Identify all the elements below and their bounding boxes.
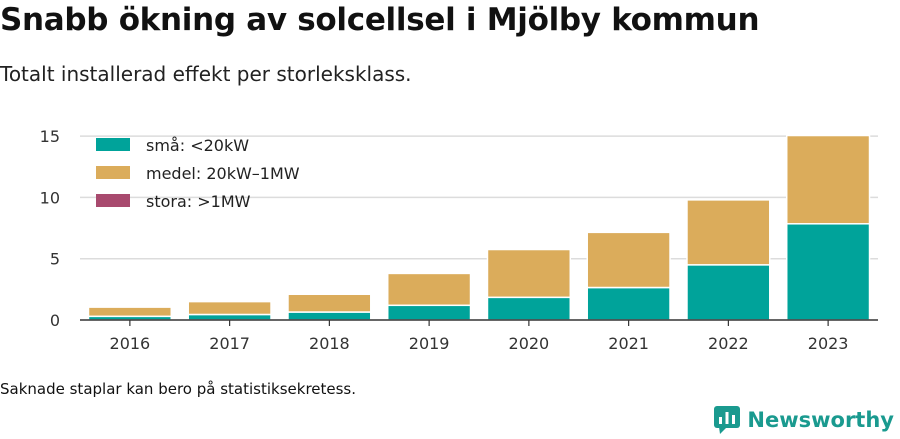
bar-segment-2020-series-1 [486, 248, 572, 299]
x-tick-label: 2017 [209, 334, 250, 353]
x-tick-label: 2023 [808, 334, 849, 353]
bar-segment-2021-series-0 [586, 286, 671, 321]
x-tick-label: 2016 [110, 334, 151, 353]
bar-chart-speech-bubble-icon [714, 406, 741, 434]
bar-segment-2019-series-1 [386, 272, 472, 307]
legend: små: <20kW medel: 20kW–1MW stora: >1MW [96, 136, 300, 211]
bar-segment-2022-series-0 [686, 264, 771, 321]
axes: 0 5 10 15 2016 2017 2018 2019 2020 2021 2022 2023 [40, 127, 878, 353]
bar-segment-2023-series-1 [785, 134, 871, 225]
x-tick-label: 2021 [608, 334, 649, 353]
legend-label: små: <20kW [146, 136, 249, 155]
x-tick-label: 2022 [708, 334, 749, 353]
legend-swatch [96, 194, 130, 207]
y-tick-label: 5 [50, 250, 60, 269]
x-tick-label: 2019 [409, 334, 450, 353]
bar-segment-2021-series-1 [586, 231, 671, 289]
chart-subtitle: Totalt installerad effekt per storlekskl… [0, 62, 412, 86]
bar-segment-2019-series-0 [386, 304, 472, 321]
y-tick-label: 10 [40, 188, 60, 207]
legend-swatch [96, 166, 130, 179]
chart-title: Snabb ökning av solcellsel i Mjölby komm… [0, 2, 760, 38]
stacked-bar-chart: 0 5 10 15 2016 2017 2018 2019 2020 2021 2022 2023 s… [40, 127, 878, 353]
bar-segment-2017-series-1 [187, 300, 272, 316]
bar-segment-2018-series-1 [287, 293, 372, 313]
footnote: Saknade staplar kan bero på statistiksek… [0, 380, 357, 398]
bar-segment-2022-series-1 [686, 199, 771, 266]
brand-logo: Newsworthy [713, 405, 894, 435]
bar-segment-2016-series-1 [87, 306, 173, 318]
bar-segment-2023-series-0 [785, 223, 871, 321]
legend-label: medel: 20kW–1MW [146, 164, 300, 183]
legend-swatch [96, 138, 130, 151]
legend-label: stora: >1MW [146, 192, 251, 211]
bars [87, 134, 871, 321]
y-tick-label: 0 [50, 311, 60, 330]
x-tick-label: 2018 [309, 334, 350, 353]
brand-name: Newsworthy [747, 408, 894, 432]
bar-segment-2017-series-0 [187, 313, 272, 321]
bar-segment-2020-series-0 [486, 296, 572, 321]
bar-segment-2018-series-0 [287, 311, 372, 321]
y-tick-label: 15 [40, 127, 60, 146]
x-tick-label: 2020 [509, 334, 550, 353]
